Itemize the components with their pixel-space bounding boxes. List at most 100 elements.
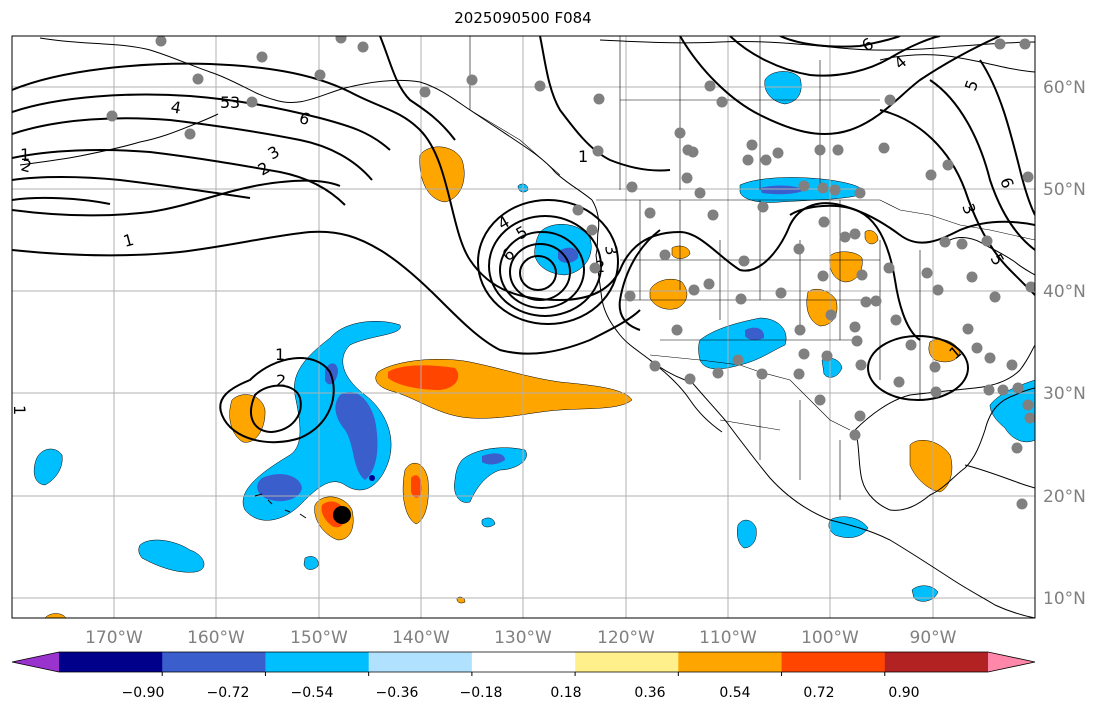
station-dot bbox=[756, 368, 768, 380]
great-lakes bbox=[949, 237, 1035, 276]
alaska-coastline bbox=[39, 37, 593, 201]
station-dot bbox=[966, 271, 978, 283]
station-dot bbox=[817, 182, 829, 194]
contour-label: 1 bbox=[578, 147, 588, 166]
station-dot bbox=[1011, 442, 1023, 454]
station-dot bbox=[534, 80, 546, 92]
offshore-low-contour-1 bbox=[477, 199, 619, 325]
east-contour-1 bbox=[879, 109, 1035, 296]
offshore-low-contour-2 bbox=[488, 215, 602, 317]
negative-anomaly-region bbox=[481, 517, 496, 528]
station-dot bbox=[256, 51, 268, 63]
station-dot bbox=[1024, 412, 1035, 424]
station-dot bbox=[592, 145, 604, 157]
negative-anomaly-region bbox=[764, 71, 802, 105]
contour-5 bbox=[12, 176, 251, 199]
station-dot bbox=[793, 243, 805, 255]
strong-positive-anomaly-region bbox=[411, 475, 422, 498]
contour-label: 1 bbox=[20, 145, 30, 164]
station-dot bbox=[707, 209, 719, 221]
contour-label: 1 bbox=[121, 230, 136, 251]
positive-anomaly-region bbox=[671, 245, 691, 259]
station-dot bbox=[688, 284, 700, 296]
map-title: 2025090500 F084 bbox=[454, 9, 592, 27]
station-dot bbox=[962, 323, 974, 335]
negative-anomaly-region bbox=[138, 539, 205, 573]
colorbar-segment bbox=[884, 652, 989, 672]
contour-label: 2 bbox=[276, 371, 286, 390]
station-dot bbox=[855, 359, 867, 371]
station-dot bbox=[878, 142, 890, 154]
contour-label: 3 bbox=[230, 93, 240, 112]
station-dot bbox=[644, 207, 656, 219]
strong-negative-anomaly-region bbox=[558, 247, 579, 263]
canada-province-lines bbox=[619, 36, 880, 190]
inland-contour bbox=[618, 229, 661, 331]
negative-anomaly-region bbox=[737, 519, 757, 549]
positive-anomaly-region bbox=[909, 440, 953, 493]
station-dot bbox=[814, 394, 826, 406]
northeast-contour-1 bbox=[679, 36, 1001, 136]
station-dot bbox=[981, 235, 993, 247]
station-dot bbox=[870, 295, 882, 307]
station-dot bbox=[893, 376, 905, 388]
station-dot bbox=[589, 262, 601, 274]
colorbar-tick-label: 0.54 bbox=[719, 685, 750, 701]
station-dot bbox=[760, 154, 772, 166]
station-dot bbox=[1006, 359, 1018, 371]
us-gulf-coast bbox=[854, 344, 1035, 431]
negative-anomaly-region bbox=[911, 585, 939, 602]
station-dot bbox=[939, 236, 951, 248]
station-dot bbox=[849, 429, 861, 441]
contour-label: 4 bbox=[169, 97, 182, 117]
us-canada-border bbox=[596, 199, 1035, 241]
station-dot bbox=[335, 36, 347, 44]
station-dot bbox=[674, 127, 686, 139]
station-dot bbox=[772, 147, 784, 159]
colorbar-segment bbox=[471, 652, 576, 672]
positive-anomaly-region bbox=[864, 230, 879, 245]
hudson-bay-coast bbox=[879, 54, 1035, 73]
colorbar-segment bbox=[575, 652, 679, 672]
station-dot bbox=[704, 80, 716, 92]
station-dot bbox=[989, 291, 1001, 303]
station-dot bbox=[883, 262, 895, 274]
longitude-label: 150°W bbox=[290, 628, 348, 648]
strong-negative-anomaly-region bbox=[482, 453, 505, 465]
positive-anomaly-region bbox=[229, 394, 266, 443]
contour-label: 5 bbox=[220, 93, 230, 112]
colorbar-segment bbox=[368, 652, 473, 672]
latitude-label: 60°N bbox=[1043, 78, 1086, 98]
offshore-low-contour-4 bbox=[509, 243, 571, 301]
northeast-contour-2 bbox=[729, 36, 941, 77]
longitude-label: 160°W bbox=[187, 628, 245, 648]
cuba-coast bbox=[964, 464, 1035, 489]
station-dot bbox=[890, 314, 902, 326]
contour-2 bbox=[12, 93, 391, 151]
strong-positive-anomaly-region bbox=[388, 365, 459, 390]
positive-anomaly-region bbox=[456, 596, 466, 604]
colorbar bbox=[11, 651, 1036, 676]
station-dot bbox=[735, 293, 747, 305]
strong-negative-anomaly-region bbox=[335, 391, 378, 480]
station-dot bbox=[905, 339, 917, 351]
southeast-us-contour bbox=[867, 335, 969, 401]
strong-negative-anomaly-region bbox=[760, 185, 805, 195]
colorbar-ticks: −0.90 −0.72 −0.54 −0.36 −0.18 0.18 0.36 … bbox=[122, 685, 920, 701]
station-dot bbox=[832, 144, 844, 156]
colorbar-extend-min bbox=[12, 652, 59, 672]
negative-anomaly-region bbox=[33, 448, 63, 486]
contour-2b bbox=[12, 179, 341, 217]
station-dot bbox=[794, 324, 806, 336]
station-dot bbox=[854, 187, 866, 199]
contour-label: 2 bbox=[19, 156, 34, 177]
hawaii-islands bbox=[254, 493, 307, 519]
latitude-label: 10°N bbox=[1043, 589, 1086, 609]
colorbar-segment bbox=[265, 652, 370, 672]
graticule bbox=[12, 36, 1035, 618]
longitude-axis: 170°W 160°W 150°W 140°W 130°W 120°W 110°… bbox=[85, 628, 957, 648]
central-pacific-contour-2 bbox=[250, 384, 302, 434]
station-dot bbox=[419, 86, 431, 98]
latitude-label: 30°N bbox=[1043, 384, 1086, 404]
